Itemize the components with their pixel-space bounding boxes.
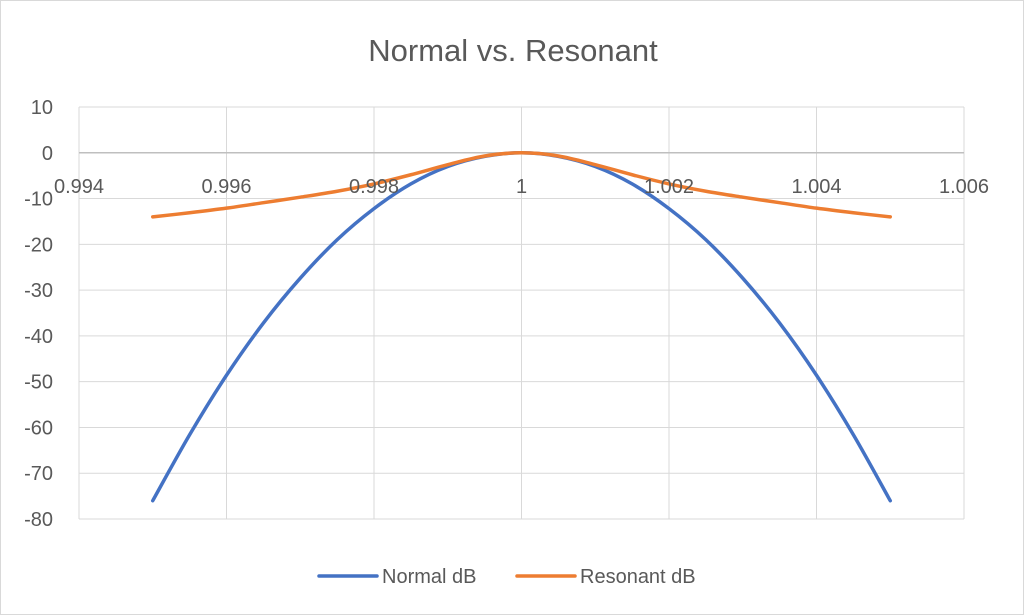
y-tick-label: -80 [24,509,53,531]
legend-item-resonant-db: Resonant dB [515,566,696,588]
legend-label: Normal dB [382,566,476,588]
x-tick-label: 0.998 [349,176,399,198]
legend-item-normal-db: Normal dB [317,566,476,588]
y-tick-label: 10 [31,97,53,119]
y-tick-label: -70 [24,463,53,485]
y-tick-label: -10 [24,189,53,211]
x-axis-tick-labels: 0.994 0.996 0.998 1 1.002 1.004 1.006 [54,176,989,198]
legend: Normal dB Resonant dB [317,566,696,588]
x-tick-label: 1.004 [791,176,841,198]
x-tick-label: 0.996 [201,176,251,198]
y-tick-label: -40 [24,326,53,348]
x-tick-label: 1.006 [939,176,989,198]
series-line-resonant-db [151,151,892,219]
series-lines [151,151,892,503]
gridlines [78,106,965,520]
y-tick-label: 0 [42,143,53,165]
y-tick-label: -60 [24,417,53,439]
chart-title: Normal vs. Resonant [368,33,658,68]
y-tick-label: -30 [24,280,53,302]
x-tick-label: 1.002 [644,176,694,198]
x-tick-label: 0.994 [54,176,104,198]
y-tick-label: -50 [24,372,53,394]
y-tick-label: -20 [24,234,53,256]
legend-label: Resonant dB [580,566,696,588]
y-axis-tick-labels: 10 0 -10 -20 -30 -40 -50 -60 -70 -80 [24,97,53,531]
x-tick-label: 1 [516,176,527,198]
